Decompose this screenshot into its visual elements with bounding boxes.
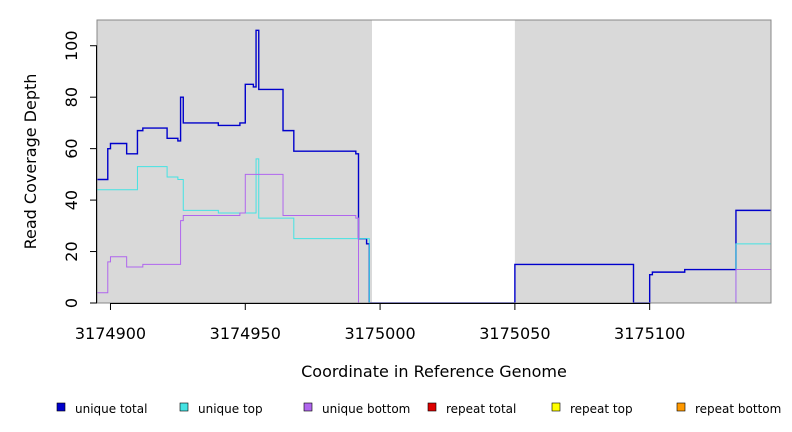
series-line-unique-top [97, 158, 771, 304]
y-tick-label: 40 [62, 190, 81, 210]
legend-swatch [427, 402, 437, 412]
legend-swatch [303, 402, 313, 412]
x-tick-label: 3175050 [479, 324, 550, 343]
y-tick-label: 80 [62, 87, 81, 107]
legend-label: repeat total [446, 402, 516, 416]
x-axis: 3174900 3174950 3175000 3175050 3175100 [75, 303, 685, 343]
covered-region [97, 20, 372, 303]
legend: unique total unique top unique bottom repea… [56, 402, 781, 416]
legend-item: unique top [179, 402, 263, 416]
x-tick-label: 3175000 [344, 324, 415, 343]
legend-item: repeat bottom [676, 402, 781, 416]
legend-label: unique top [198, 402, 263, 416]
x-axis-title: Coordinate in Reference Genome [301, 362, 567, 381]
covered-region [514, 20, 771, 303]
series-line-unique-bottom [97, 173, 771, 304]
legend-swatch [676, 402, 686, 412]
y-axis-title: Read Coverage Depth [21, 74, 40, 250]
y-tick-label: 20 [62, 241, 81, 261]
y-tick-label: 100 [62, 30, 81, 61]
x-tick-label: 3175100 [614, 324, 685, 343]
legend-item: repeat total [427, 402, 516, 416]
legend-label: repeat bottom [695, 402, 781, 416]
legend-item: unique bottom [303, 402, 410, 416]
legend-label: unique total [75, 402, 147, 416]
background-regions [97, 20, 771, 303]
x-tick-label: 3174950 [210, 324, 281, 343]
legend-item: unique total [56, 402, 147, 416]
series-line-unique-total [97, 29, 771, 304]
legend-swatch [56, 402, 66, 412]
y-axis: 0 20 40 60 80 100 [62, 30, 97, 308]
legend-swatch [179, 402, 189, 412]
legend-swatch [551, 402, 561, 412]
y-tick-label: 0 [62, 298, 81, 308]
legend-label: unique bottom [322, 402, 410, 416]
x-tick-label: 3174900 [75, 324, 146, 343]
legend-item: repeat top [551, 402, 633, 416]
legend-label: repeat top [570, 402, 633, 416]
y-tick-label: 60 [62, 138, 81, 158]
